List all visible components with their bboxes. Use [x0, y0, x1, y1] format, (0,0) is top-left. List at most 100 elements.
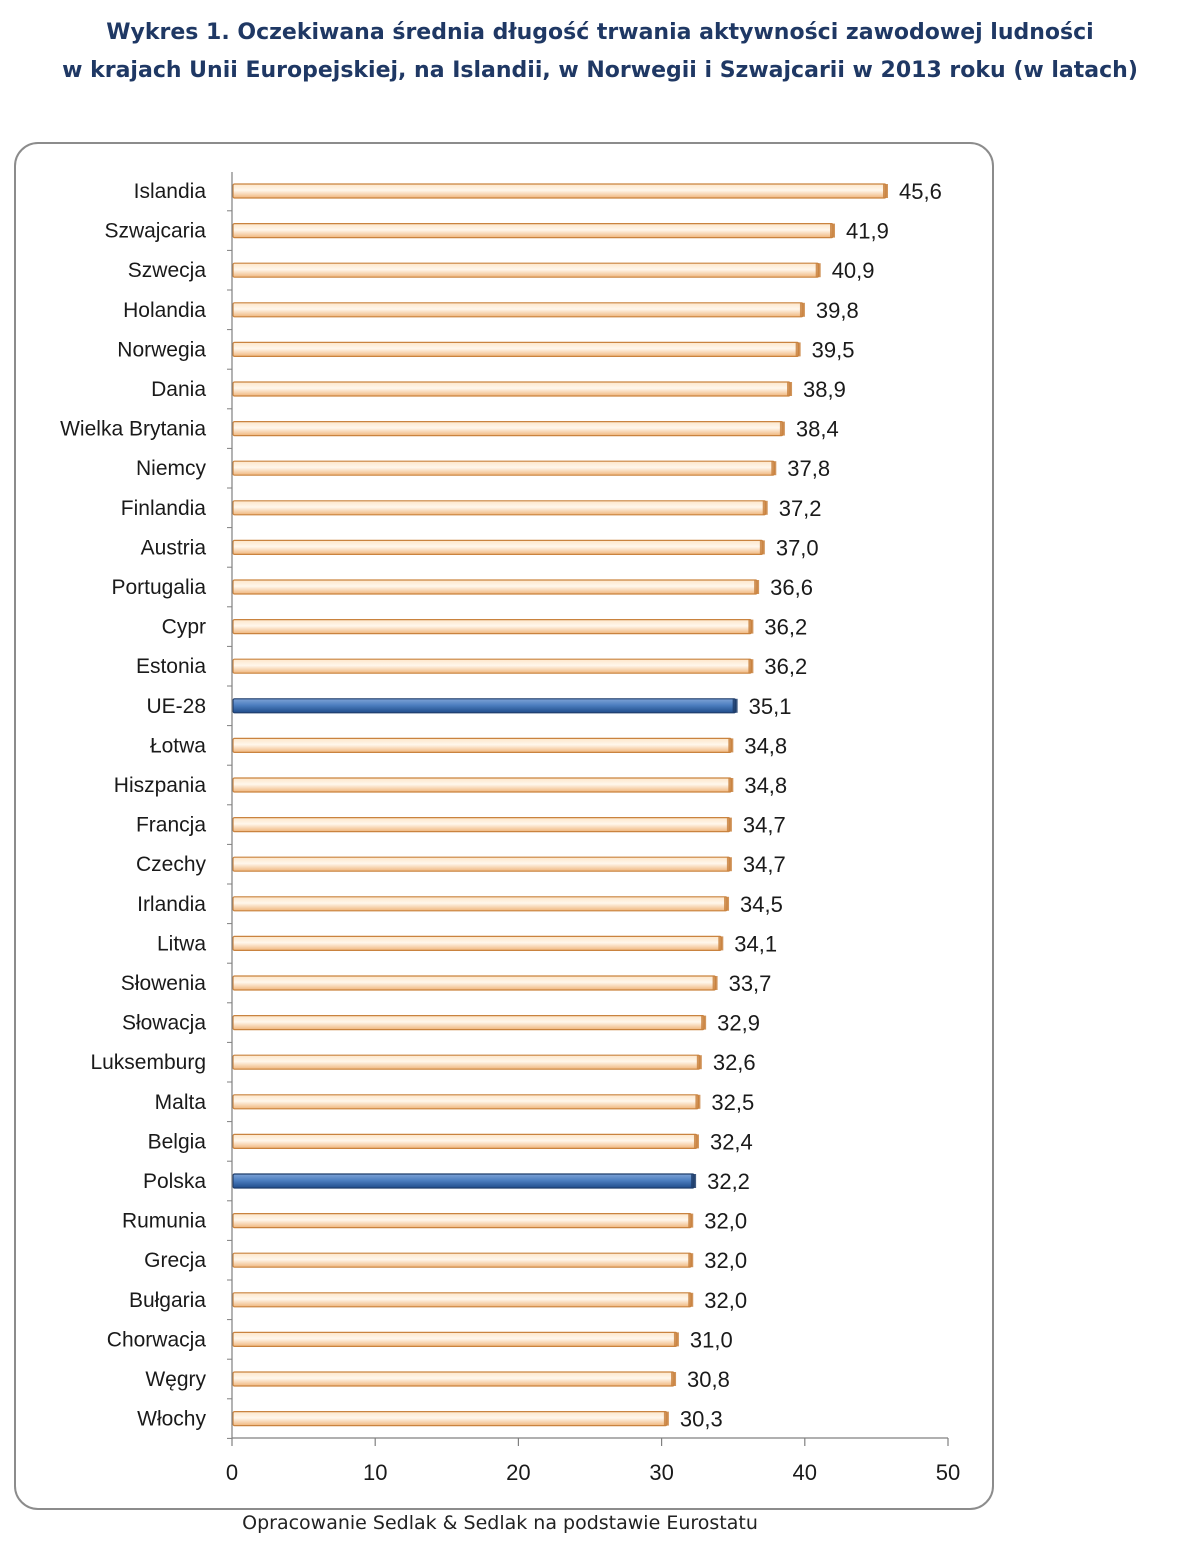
- bar: [232, 1014, 705, 1031]
- bar-highlighted: [232, 1173, 695, 1189]
- category-label: Finlandia: [121, 497, 207, 520]
- chart-title: Wykres 1. Oczekiwana średnia długość trw…: [106, 20, 1094, 45]
- value-label: 39,5: [812, 337, 855, 362]
- bar: [232, 1371, 675, 1387]
- value-label: 30,3: [680, 1407, 723, 1432]
- category-label: Hiszpania: [114, 774, 207, 797]
- bar-cap: [748, 659, 754, 674]
- value-label: 32,0: [704, 1248, 747, 1273]
- bar: [232, 1054, 701, 1070]
- value-label: 33,7: [729, 971, 772, 996]
- category-label: Luksemburg: [90, 1051, 206, 1074]
- value-label: 36,2: [764, 615, 807, 640]
- bar-cap: [712, 976, 718, 990]
- category-label: Norwegia: [117, 338, 206, 361]
- x-tick-label: 20: [506, 1460, 530, 1485]
- value-label: 32,2: [707, 1169, 750, 1194]
- bar: [232, 223, 834, 239]
- bar: [232, 302, 804, 318]
- category-label: Szwajcaria: [104, 220, 206, 243]
- chart-subtitle: w krajach Unii Europejskiej, na Islandii…: [62, 58, 1138, 83]
- bar-cap: [701, 1015, 707, 1030]
- bar: [232, 1133, 698, 1150]
- value-label: 32,9: [717, 1011, 760, 1036]
- bar-cap: [663, 1411, 669, 1426]
- bar-cap: [691, 1174, 697, 1188]
- category-label: Francja: [136, 814, 206, 837]
- category-label: Cypr: [162, 616, 206, 639]
- category-label: Malta: [155, 1091, 207, 1114]
- category-label: Bułgaria: [129, 1289, 206, 1312]
- category-label: Chorwacja: [107, 1328, 207, 1351]
- category-label: Islandia: [134, 180, 207, 203]
- bar-cap: [748, 619, 754, 634]
- value-label: 32,6: [713, 1050, 756, 1075]
- bar-cap: [759, 540, 765, 555]
- bar: [232, 539, 764, 556]
- value-label: 31,0: [690, 1327, 733, 1352]
- bar: [232, 1410, 668, 1427]
- bar: [232, 896, 728, 912]
- value-label: 32,0: [704, 1288, 747, 1313]
- x-tick-label: 10: [363, 1460, 387, 1485]
- bar: [232, 421, 784, 437]
- value-label: 32,5: [711, 1090, 754, 1115]
- bar: [232, 975, 717, 991]
- value-label: 39,8: [816, 298, 859, 323]
- bar: [232, 816, 731, 833]
- category-label: Niemcy: [136, 457, 207, 480]
- bar-cap: [728, 738, 734, 753]
- value-label: 34,8: [744, 733, 787, 758]
- value-label: 37,8: [787, 456, 830, 481]
- value-label: 34,1: [734, 931, 777, 956]
- category-label: Estonia: [136, 655, 206, 678]
- bar-cap: [815, 263, 821, 278]
- bar: [232, 341, 800, 357]
- bar-cap: [762, 500, 768, 515]
- bar-cap: [726, 817, 732, 832]
- bar: [232, 658, 752, 674]
- bar: [232, 737, 732, 754]
- value-label: 35,1: [749, 694, 792, 719]
- category-label: Włochy: [137, 1408, 206, 1431]
- bar: [232, 856, 731, 872]
- value-label: 34,7: [743, 813, 786, 838]
- category-label: UE-28: [146, 695, 206, 718]
- bar: [232, 262, 820, 278]
- bar-highlighted: [232, 698, 737, 714]
- category-label: Rumunia: [122, 1210, 206, 1233]
- bar-cap: [695, 1094, 701, 1109]
- bar-cap: [673, 1332, 679, 1347]
- category-label: Holandia: [123, 299, 206, 322]
- bar-cap: [799, 302, 805, 317]
- value-label: 37,2: [779, 496, 822, 521]
- bar-cap: [795, 342, 801, 357]
- category-label: Słowenia: [121, 972, 207, 995]
- bar-cap: [726, 857, 732, 872]
- source-note: Opracowanie Sedlak & Sedlak na podstawie…: [242, 1512, 758, 1534]
- bar: [232, 183, 887, 199]
- category-label: Węgry: [145, 1368, 206, 1391]
- bar-cap: [688, 1253, 694, 1268]
- category-label: Dania: [151, 378, 206, 401]
- bar-cap: [787, 382, 793, 396]
- value-label: 36,6: [770, 575, 813, 600]
- bar-cap: [728, 778, 734, 792]
- value-label: 34,5: [740, 892, 783, 917]
- bar-cap: [693, 1134, 699, 1149]
- bar-cap: [882, 184, 888, 198]
- bar: [232, 579, 758, 595]
- bar: [232, 500, 767, 516]
- bar: [232, 618, 752, 635]
- bar-cap: [724, 896, 730, 911]
- category-label: Wielka Brytania: [60, 418, 206, 441]
- value-label: 34,7: [743, 852, 786, 877]
- bar: [232, 1094, 699, 1110]
- bar-cap: [771, 461, 777, 476]
- value-label: 38,4: [796, 417, 839, 442]
- bar-cap: [688, 1292, 694, 1307]
- category-label: Irlandia: [137, 893, 206, 916]
- bar: [232, 1252, 692, 1268]
- bar-cap: [688, 1213, 694, 1228]
